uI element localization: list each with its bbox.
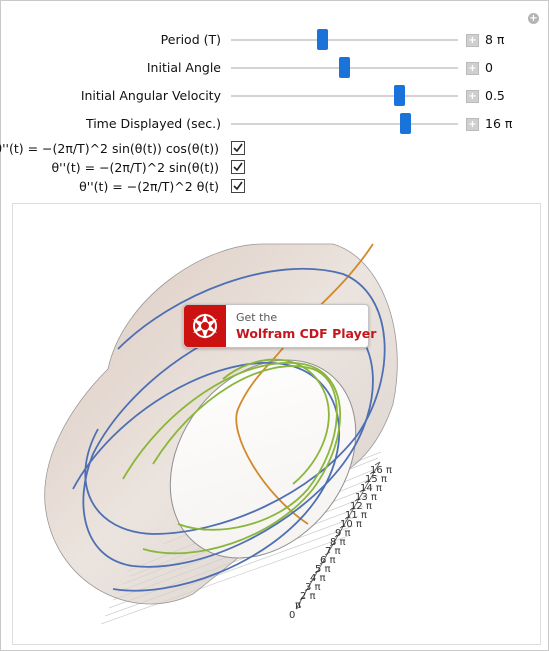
expand-plus-icon[interactable]: + <box>466 62 479 75</box>
equation-checkbox-row-2: θ''(t) = −(2π/T)^2 sin(θ(t)) <box>1 159 245 177</box>
slider-track[interactable] <box>231 67 458 69</box>
control-row-initial-angle: Initial Angle + 0 <box>1 57 548 79</box>
control-label: Time Displayed (sec.) <box>86 116 221 131</box>
slider-track[interactable] <box>231 123 458 125</box>
control-row-initial-angular-velocity: Initial Angular Velocity + 0.5 <box>1 85 548 107</box>
control-row-time-displayed: Time Displayed (sec.) + 16 π <box>1 113 548 135</box>
expand-plus-icon[interactable]: + <box>466 34 479 47</box>
equation-label: θ''(t) = −(2π/T)^2 sin(θ(t)) <box>51 160 219 175</box>
add-controls-icon[interactable]: + <box>528 13 539 24</box>
3d-plot[interactable]: 0 π 2 π 3 π 4 π 5 π 6 π 7 π 8 π 9 π 10 π… <box>12 203 541 645</box>
plot-canvas[interactable]: 0 π 2 π 3 π 4 π 5 π 6 π 7 π 8 π 9 π 10 π… <box>13 204 540 644</box>
checkmark-icon <box>232 180 244 192</box>
equation-checkbox[interactable] <box>231 141 245 155</box>
slider-thumb[interactable] <box>339 57 350 78</box>
control-value: 16 π <box>485 116 512 131</box>
equation-checkbox-row-1: θ''(t) = −(2π/T)^2 sin(θ(t)) cos(θ(t)) <box>1 140 245 158</box>
slider-thumb[interactable] <box>394 85 405 106</box>
equation-checkbox[interactable] <box>231 160 245 174</box>
equation-checkbox[interactable] <box>231 179 245 193</box>
control-label: Initial Angle <box>147 60 221 75</box>
equation-checkbox-row-3: θ''(t) = −(2π/T)^2 θ(t) <box>1 178 245 196</box>
wolfram-spikey-icon <box>184 305 226 347</box>
tick-label: 0 <box>289 610 295 621</box>
control-label: Period (T) <box>161 32 221 47</box>
cdf-big-text: Wolfram CDF Player <box>236 326 376 341</box>
control-label: Initial Angular Velocity <box>81 88 221 103</box>
slider-track[interactable] <box>231 39 458 41</box>
expand-plus-icon[interactable]: + <box>466 118 479 131</box>
tick-label: 16 π <box>370 465 392 476</box>
control-value: 0 <box>485 60 493 75</box>
equation-label: θ''(t) = −(2π/T)^2 θ(t) <box>79 179 219 194</box>
expand-plus-icon[interactable]: + <box>466 90 479 103</box>
control-value: 8 π <box>485 32 504 47</box>
slider-thumb[interactable] <box>400 113 411 134</box>
cdf-small-text: Get the <box>236 311 277 324</box>
cylinder <box>45 244 398 604</box>
get-cdf-player-button[interactable]: Get the Wolfram CDF Player <box>183 304 369 348</box>
checkmark-icon <box>232 142 244 154</box>
control-value: 0.5 <box>485 88 505 103</box>
slider-thumb[interactable] <box>317 29 328 50</box>
checkmark-icon <box>232 161 244 173</box>
equation-label: θ''(t) = −(2π/T)^2 sin(θ(t)) cos(θ(t)) <box>0 141 219 156</box>
control-row-period: Period (T) + 8 π <box>1 29 548 51</box>
slider-track[interactable] <box>231 95 458 97</box>
